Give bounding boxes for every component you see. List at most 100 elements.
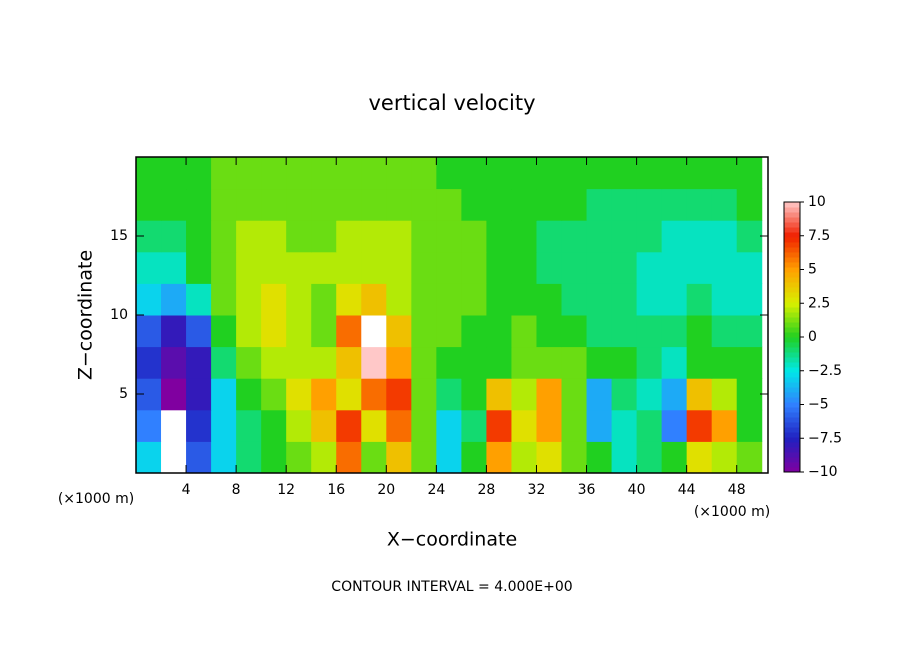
colorbar-swatch <box>784 287 800 293</box>
footer: CONTOUR INTERVAL = 4.000E+00 <box>331 579 572 595</box>
colorbar-swatch <box>784 377 800 383</box>
heat-cell <box>486 157 512 190</box>
heat-cell <box>236 315 262 348</box>
heat-cell <box>336 409 362 442</box>
colorbar-swatch <box>784 257 800 263</box>
heat-cell <box>261 283 287 316</box>
heat-cell <box>511 157 537 190</box>
heat-cell <box>286 441 312 474</box>
colorbar-swatch <box>784 457 800 463</box>
heat-cell <box>536 157 563 190</box>
heat-cell <box>261 220 287 253</box>
x-tick-label: 20 <box>377 482 395 498</box>
heat-cell <box>636 220 663 253</box>
heat-cell <box>686 378 713 411</box>
heat-cell <box>336 251 362 284</box>
heat-cell <box>686 251 713 284</box>
heat-cell <box>386 283 412 316</box>
heat-cell <box>711 409 738 442</box>
heat-cell <box>486 378 512 411</box>
heat-cell <box>386 220 412 253</box>
heat-cell <box>586 157 613 190</box>
heat-cell <box>286 157 312 190</box>
colorbar-swatch <box>784 322 800 328</box>
heat-cell <box>686 441 713 474</box>
x-tick-label: 48 <box>728 482 746 498</box>
heat-cell <box>586 378 613 411</box>
heat-cell <box>136 157 162 190</box>
heat-cell <box>386 441 412 474</box>
heat-cell <box>736 188 763 221</box>
heat-cell <box>361 378 387 411</box>
colorbar-swatch <box>784 282 800 288</box>
colorbar-tick-label: −10 <box>808 464 838 480</box>
heat-cell <box>486 220 512 253</box>
heat-cell <box>611 220 638 253</box>
heat-cell <box>611 441 638 474</box>
heat-cell <box>236 251 262 284</box>
x-tick-label: 44 <box>678 482 696 498</box>
heat-cell <box>261 315 287 348</box>
heat-cell <box>336 157 362 190</box>
heat-cell <box>461 441 487 474</box>
heat-cell <box>211 378 237 411</box>
heat-cell <box>561 378 588 411</box>
heat-cell <box>561 409 588 442</box>
heat-cell <box>411 315 437 348</box>
heat-cell <box>161 441 187 474</box>
heat-cell <box>136 441 162 474</box>
heat-cell <box>661 283 688 316</box>
colorbar-swatch <box>784 232 800 238</box>
heat-cell <box>661 346 688 379</box>
colorbar-swatch <box>784 267 800 273</box>
colorbar-swatch <box>784 302 800 308</box>
heat-cell <box>261 188 287 221</box>
heat-cell <box>211 283 237 316</box>
heat-cell <box>536 346 563 379</box>
colorbar-swatch <box>784 247 800 253</box>
heat-cell <box>311 378 337 411</box>
heat-cell <box>686 346 713 379</box>
heat-cell <box>411 220 437 253</box>
heat-cell <box>536 378 563 411</box>
heat-cell <box>186 409 212 442</box>
heat-cell <box>311 346 337 379</box>
heat-cell <box>611 157 638 190</box>
heat-cell <box>161 251 187 284</box>
heat-cell <box>711 157 738 190</box>
colorbar-swatch <box>784 432 800 438</box>
heat-cell <box>211 220 237 253</box>
heat-cell <box>736 315 763 348</box>
heat-cell <box>711 283 738 316</box>
heat-cell <box>611 188 638 221</box>
heat-cell <box>561 188 588 221</box>
heat-cell <box>636 378 663 411</box>
colorbar-swatch <box>784 372 800 378</box>
heat-cell <box>661 441 688 474</box>
heat-cell <box>711 315 738 348</box>
heat-cell <box>411 441 437 474</box>
colorbar-tick-label: −7.5 <box>808 430 842 446</box>
colorbar-swatch <box>784 397 800 403</box>
heat-cell <box>461 346 487 379</box>
heat-cell <box>386 409 412 442</box>
heat-cell <box>186 188 212 221</box>
heat-cell <box>636 283 663 316</box>
heat-cell <box>261 346 287 379</box>
heat-cell <box>486 409 512 442</box>
colorbar-tick-label: 5 <box>808 262 817 278</box>
heat-cell <box>511 346 537 379</box>
heat-cell <box>211 251 237 284</box>
heat-cell <box>361 251 387 284</box>
heat-cell <box>561 441 588 474</box>
heat-cell <box>336 220 362 253</box>
heat-cell <box>511 409 537 442</box>
colorbar-tick-label: 2.5 <box>808 295 830 311</box>
heat-cell <box>161 378 187 411</box>
colorbar-swatch <box>784 417 800 423</box>
heat-cell <box>436 315 462 348</box>
heat-cell <box>536 315 563 348</box>
x-axis-label: X−coordinate <box>387 529 517 551</box>
heat-cell <box>661 157 688 190</box>
